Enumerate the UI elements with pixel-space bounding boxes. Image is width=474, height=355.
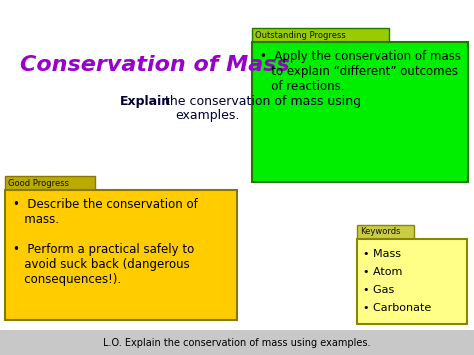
FancyBboxPatch shape — [357, 239, 467, 324]
Text: •  Apply the conservation of mass
   to explain “different” outcomes
   of react: • Apply the conservation of mass to expl… — [260, 50, 461, 93]
FancyBboxPatch shape — [252, 42, 468, 182]
FancyBboxPatch shape — [252, 28, 389, 42]
Text: • Gas: • Gas — [363, 285, 394, 295]
Text: Conservation of Mass: Conservation of Mass — [20, 55, 290, 75]
Text: L.O. Explain the conservation of mass using examples.: L.O. Explain the conservation of mass us… — [103, 338, 371, 348]
Text: Good Progress: Good Progress — [8, 179, 69, 187]
Text: Explain: Explain — [120, 95, 171, 108]
Text: Keywords: Keywords — [360, 228, 401, 236]
FancyBboxPatch shape — [357, 225, 414, 239]
Text: Outstanding Progress: Outstanding Progress — [255, 31, 346, 39]
Text: • Atom: • Atom — [363, 267, 402, 277]
Text: •  Describe the conservation of
   mass.

•  Perform a practical safely to
   av: • Describe the conservation of mass. • P… — [13, 198, 198, 286]
Text: • Mass: • Mass — [363, 249, 401, 259]
Text: the conservation of mass using: the conservation of mass using — [161, 95, 361, 108]
Text: • Carbonate: • Carbonate — [363, 303, 431, 313]
FancyBboxPatch shape — [0, 330, 474, 355]
FancyBboxPatch shape — [5, 190, 237, 320]
Text: examples.: examples. — [175, 109, 239, 122]
FancyBboxPatch shape — [5, 176, 95, 190]
